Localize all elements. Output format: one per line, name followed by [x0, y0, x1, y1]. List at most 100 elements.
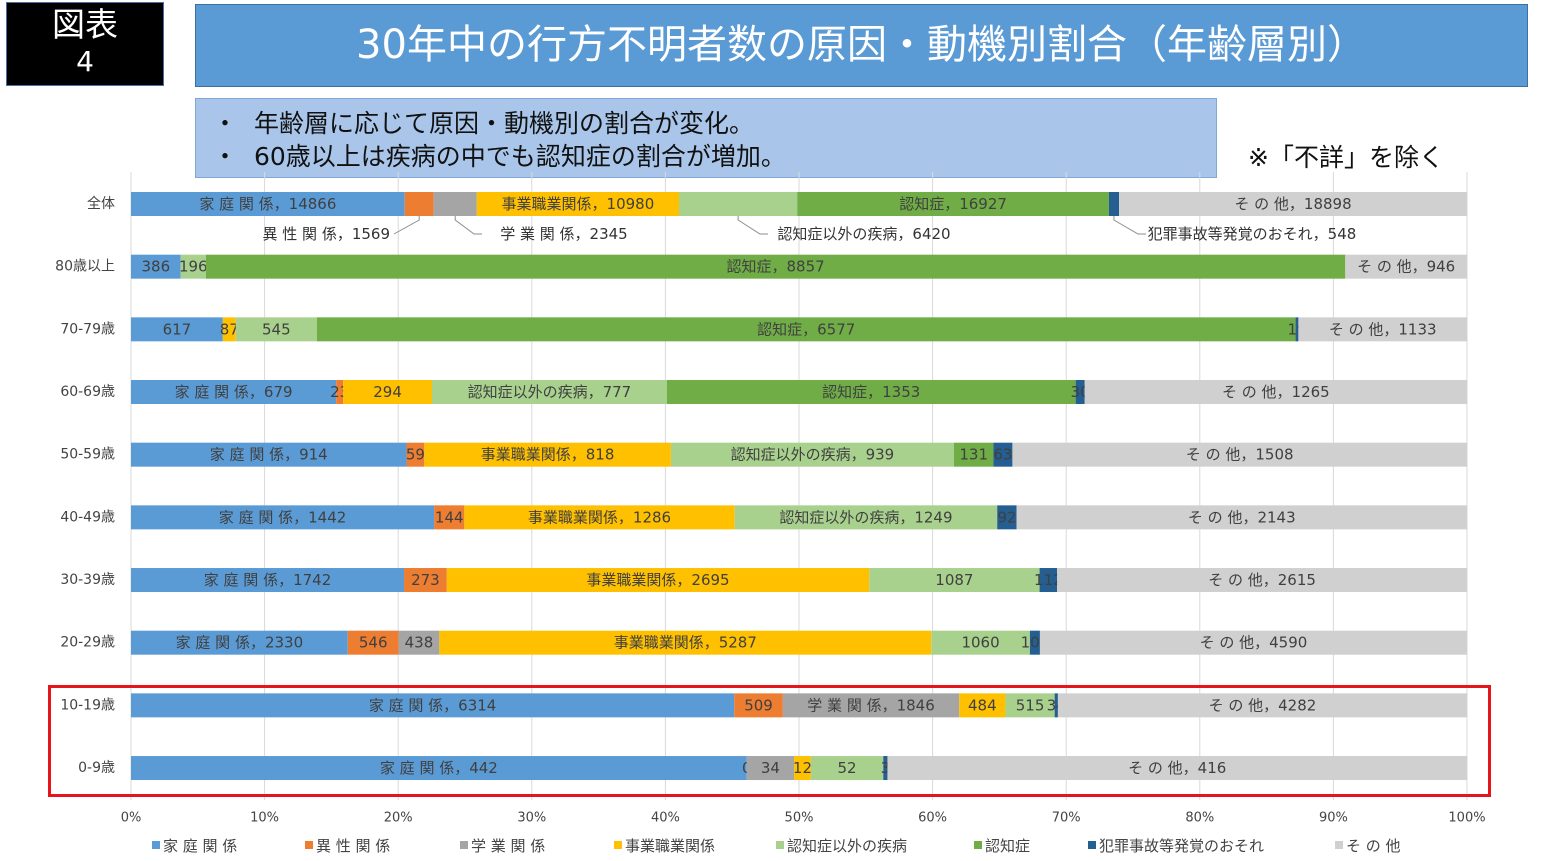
data-label: 92 — [997, 508, 1016, 526]
note-bullet: ・ — [212, 108, 238, 138]
bar-segment — [1057, 693, 1467, 718]
bar-segment — [1075, 380, 1085, 405]
x-tick-label: 10% — [250, 811, 279, 826]
bar-segment — [343, 380, 432, 405]
data-label: 12 — [793, 759, 812, 777]
bar-segment — [1039, 568, 1058, 593]
bar-segment — [993, 442, 1013, 467]
data-label: そ の 他，2615 — [1208, 571, 1316, 589]
bar-segment — [869, 568, 1040, 593]
legend-label: 異 性 関 係 — [316, 837, 390, 855]
bar-segment — [1295, 317, 1299, 342]
bar-segment — [180, 254, 206, 279]
legend-swatch — [460, 841, 468, 849]
legend-swatch — [1335, 841, 1343, 849]
bar-segment — [404, 568, 447, 593]
bar-segment — [1054, 693, 1058, 718]
data-label: 112 — [1034, 571, 1063, 589]
category-label: 全体 — [87, 195, 115, 212]
bar-segment — [476, 192, 680, 216]
bar-segment — [1298, 317, 1467, 342]
bar-segment — [235, 317, 317, 342]
data-label: そ の 他，946 — [1357, 258, 1455, 276]
bar-segment — [424, 442, 671, 467]
bar-segment — [131, 505, 435, 530]
legend-label: 学 業 関 係 — [471, 837, 545, 855]
bar-segment — [406, 442, 425, 467]
data-label: 家 庭 関 係，6314 — [369, 696, 496, 714]
data-label: 545 — [262, 320, 291, 338]
x-tick-label: 80% — [1185, 811, 1214, 826]
bar-segment — [205, 254, 1346, 279]
data-label: 515 — [1016, 696, 1045, 714]
bar-segment — [131, 317, 223, 342]
bar-segment — [464, 505, 735, 530]
note-text: 年齢層に応じて原因・動機別の割合が変化。 — [254, 108, 755, 138]
category-label: 50-59歳 — [60, 447, 115, 463]
bar-segment — [131, 192, 405, 216]
data-label: そ の 他，2143 — [1188, 508, 1296, 526]
note-text: 60歳以上は疾病の中でも認知症の割合が増加。 — [254, 141, 786, 171]
data-label: そ の 他，1508 — [1186, 446, 1294, 464]
summary-note: ・ 60歳以上は疾病の中でも認知症の割合が増加。 — [196, 138, 1216, 171]
data-label: 認知症以外の疾病，777 — [468, 383, 632, 401]
data-label: 438 — [405, 634, 434, 652]
data-label: 家 庭 関 係，914 — [210, 446, 328, 464]
data-label: 家 庭 関 係，14866 — [199, 195, 336, 213]
bar-segment — [398, 630, 440, 655]
data-label: 3 — [881, 759, 891, 777]
category-label: 0-9歳 — [78, 760, 115, 776]
data-label: 484 — [968, 696, 997, 714]
data-label: 1087 — [935, 571, 973, 589]
bar-segment — [997, 505, 1017, 530]
bar-segment — [431, 380, 667, 405]
bar-segment — [797, 192, 1109, 216]
legend-swatch — [614, 841, 622, 849]
category-label: 70-79歳 — [60, 321, 115, 337]
data-label: 事業職業関係，818 — [481, 446, 615, 464]
legend-swatch — [152, 841, 160, 849]
data-label: 87 — [220, 320, 239, 338]
data-label: 546 — [359, 634, 388, 652]
legend-label: 事業職業関係 — [625, 837, 715, 855]
category-label: 20-29歳 — [60, 635, 115, 651]
bar-segment — [131, 442, 407, 467]
x-tick-label: 100% — [1448, 811, 1485, 826]
category-label: 60-69歳 — [60, 384, 115, 400]
bar-segment — [953, 442, 994, 467]
data-label: 1060 — [961, 634, 999, 652]
bar-segment — [131, 380, 337, 405]
callout-label: 犯罪事故等発覚のおそれ，548 — [1148, 225, 1357, 243]
data-label: そ の 他，4590 — [1200, 634, 1308, 652]
bar-segment — [959, 693, 1006, 718]
bar-segment — [1108, 192, 1120, 216]
data-label: 事業職業関係，2695 — [586, 571, 729, 589]
data-label: 認知症，16927 — [899, 195, 1007, 213]
callout-leader — [454, 216, 482, 235]
bar-segment — [433, 192, 477, 216]
data-label: 294 — [373, 383, 402, 401]
legend-label: 家 庭 関 係 — [163, 837, 237, 855]
bar-segment — [1119, 192, 1467, 216]
legend-label: 認知症 — [985, 837, 1030, 855]
bar-segment — [1039, 630, 1467, 655]
data-label: 事業職業関係，1286 — [528, 508, 671, 526]
bar-segment — [434, 505, 465, 530]
note-bullet: ・ — [212, 141, 238, 171]
data-label: 617 — [163, 320, 192, 338]
data-label: 59 — [406, 446, 425, 464]
data-label: そ の 他，1265 — [1222, 383, 1330, 401]
bar-segment — [131, 630, 348, 655]
figure-tag: 図表 4 — [6, 2, 164, 86]
bar-segment — [931, 630, 1030, 655]
data-label: 認知症，8857 — [726, 258, 824, 276]
bar-segment — [1084, 380, 1467, 405]
data-label: 273 — [411, 571, 440, 589]
callout-leader — [393, 216, 420, 235]
category-label: 10-19歳 — [60, 697, 115, 713]
data-label: 家 庭 関 係，2330 — [176, 634, 303, 652]
x-tick-label: 30% — [517, 811, 546, 826]
figure-tag-label: 図表 — [52, 5, 118, 44]
data-label: 386 — [142, 258, 171, 276]
data-label: 63 — [993, 446, 1012, 464]
